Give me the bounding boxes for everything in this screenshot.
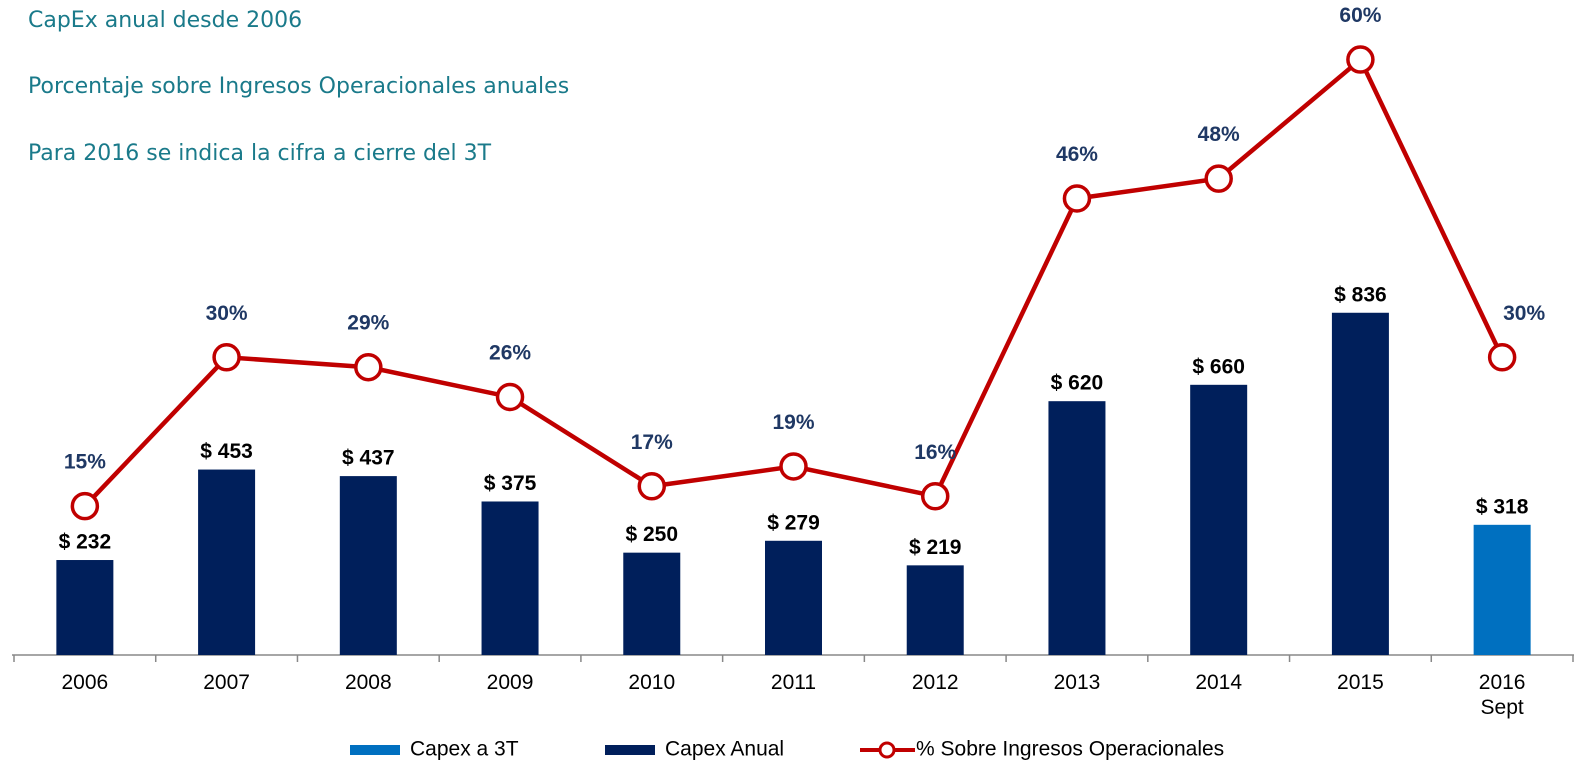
x-tick-label: 2016 Sept <box>1478 671 1526 719</box>
data-label: $ 375 <box>484 472 537 495</box>
data-label: 60% <box>1339 4 1381 27</box>
data-label: $ 250 <box>625 523 678 546</box>
data-label: $ 318 <box>1476 495 1529 518</box>
x-tick-label: 2012 <box>911 671 959 694</box>
data-label: $ 620 <box>1051 372 1104 395</box>
data-label: 19% <box>772 411 814 434</box>
data-label: $ 232 <box>59 531 112 554</box>
data-label: 29% <box>347 312 389 335</box>
bar <box>765 540 822 655</box>
legend-label: Capex Anual <box>665 738 784 761</box>
marker <box>637 472 667 501</box>
marker <box>70 491 100 521</box>
x-tick-label: 2015 <box>1337 671 1384 694</box>
bar <box>1190 384 1248 655</box>
data-label: 30% <box>206 302 248 325</box>
line <box>83 55 1505 508</box>
bar <box>1473 524 1531 655</box>
chart-subtitle: Para 2016 se indica la cifra a cierre de… <box>28 141 492 166</box>
data-label: $ 660 <box>1192 355 1245 378</box>
legend-label: Capex a 3T <box>410 738 519 761</box>
legend-swatch <box>878 741 896 759</box>
bar <box>198 469 256 655</box>
data-label: 46% <box>1056 143 1098 166</box>
x-tick-label: 2010 <box>628 671 676 694</box>
marker <box>779 452 808 481</box>
data-label: 30% <box>1503 302 1545 325</box>
data-label: $ 453 <box>200 440 253 463</box>
chart-subtitle: Porcentaje sobre Ingresos Operacionales … <box>28 74 570 99</box>
data-label: 17% <box>631 431 673 454</box>
x-tick-label: 2008 <box>344 671 392 694</box>
marker <box>495 382 525 412</box>
x-tick-label: 2013 <box>1053 671 1101 694</box>
bar <box>623 552 681 655</box>
data-label: 26% <box>489 342 531 365</box>
data-label: 16% <box>914 441 956 464</box>
marker <box>920 481 950 511</box>
marker <box>1204 164 1233 193</box>
data-label: 48% <box>1198 123 1240 146</box>
bar <box>481 501 539 655</box>
chart-title: CapEx anual desde 2006 <box>28 8 303 33</box>
x-tick-label: 2009 <box>486 671 534 694</box>
bar <box>906 565 964 655</box>
marker <box>1487 343 1517 372</box>
marker <box>1062 184 1092 213</box>
marker <box>354 352 383 382</box>
x-tick-label: 2011 <box>770 671 817 694</box>
bar <box>1331 312 1389 655</box>
data-label: 15% <box>64 451 106 474</box>
legend-swatch <box>605 745 655 755</box>
data-label: $ 279 <box>767 511 820 534</box>
marker <box>212 343 241 372</box>
legend-swatch <box>350 745 400 755</box>
x-tick-label: 2006 <box>61 671 109 694</box>
data-label: $ 836 <box>1334 283 1387 306</box>
data-label: $ 219 <box>909 536 962 559</box>
marker <box>1346 45 1375 74</box>
bar <box>1048 401 1106 655</box>
x-tick-label: 2007 <box>203 671 250 694</box>
bar <box>339 476 397 655</box>
data-label: $ 437 <box>342 447 395 470</box>
bar <box>56 560 114 655</box>
legend-label: % Sobre Ingresos Operacionales <box>916 738 1224 761</box>
x-tick-label: 2014 <box>1195 671 1243 694</box>
